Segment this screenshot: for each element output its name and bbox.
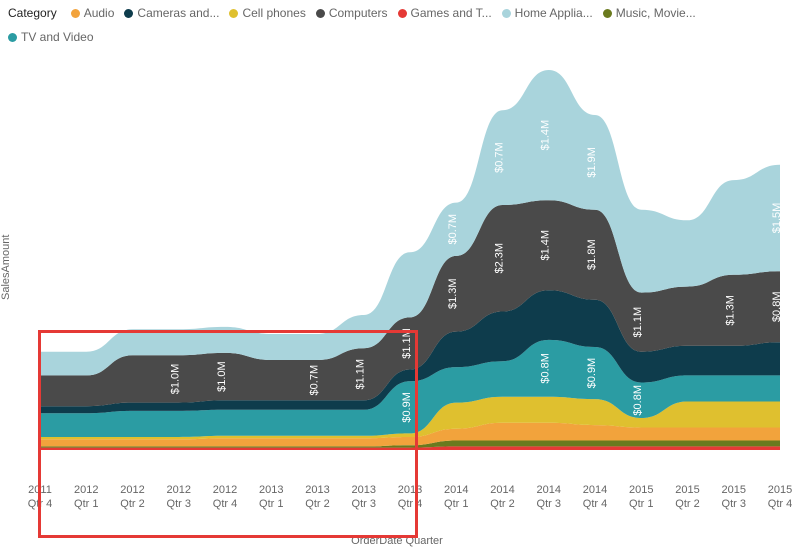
legend-label: Music, Movie... [616, 6, 696, 20]
value-label: $0.9M [401, 392, 413, 423]
legend-label: Games and T... [411, 6, 492, 20]
value-label: $2.3M [494, 243, 506, 274]
legend-swatch [124, 9, 133, 18]
value-label: $1.0M [216, 361, 228, 392]
legend-item-home[interactable]: Home Applia... [502, 6, 593, 20]
legend-swatch [502, 9, 511, 18]
stream-svg: $1.0M $1.0M $0.7M $1.1M $1.1M $1.3M $2.3M $1.4M… [40, 50, 780, 480]
x-axis-label: OrderDate Quarter [0, 535, 794, 547]
legend-swatch [8, 33, 17, 42]
legend-swatch [603, 9, 612, 18]
legend-label: Computers [329, 6, 388, 20]
value-label: $1.4M [540, 230, 552, 261]
legend-label: Audio [84, 6, 115, 20]
legend-item-games[interactable]: Games and T... [398, 6, 492, 20]
legend-swatch [316, 9, 325, 18]
plot-area: $1.0M $1.0M $0.7M $1.1M $1.1M $1.3M $2.3M $1.4M… [40, 50, 780, 480]
legend-item-computers[interactable]: Computers [316, 6, 388, 20]
x-axis-ticks: 2011Qtr 42012Qtr 12012Qtr 22012Qtr 32012… [40, 484, 780, 524]
x-tick: 2014Qtr 1 [434, 484, 478, 512]
y-axis-label: SalesAmount [0, 235, 12, 300]
x-tick: 2013Qtr 3 [342, 484, 386, 512]
value-label: $0.8M [540, 353, 552, 384]
x-tick: 2011Qtr 4 [18, 484, 62, 512]
legend-swatch [398, 9, 407, 18]
x-tick: 2013Qtr 4 [388, 484, 432, 512]
value-label: $0.8M [632, 385, 644, 416]
value-label: $1.0M [170, 364, 182, 395]
x-tick: 2015Qtr 3 [712, 484, 756, 512]
x-tick: 2015Qtr 1 [619, 484, 663, 512]
value-label: $1.5M [771, 203, 780, 234]
legend-label: Cell phones [242, 6, 305, 20]
value-label: $0.9M [586, 358, 598, 389]
legend-swatch [229, 9, 238, 18]
value-label: $1.1M [401, 328, 413, 359]
x-tick: 2013Qtr 2 [296, 484, 340, 512]
x-tick: 2015Qtr 2 [666, 484, 710, 512]
value-label: $0.8M [771, 291, 780, 322]
legend-item-music[interactable]: Music, Movie... [603, 6, 696, 20]
x-tick: 2012Qtr 2 [111, 484, 155, 512]
value-label: $0.7M [494, 142, 506, 173]
legend-item-cell[interactable]: Cell phones [229, 6, 305, 20]
legend-item-tv[interactable]: TV and Video [8, 30, 94, 44]
x-tick: 2012Qtr 3 [157, 484, 201, 512]
legend-label: Cameras and... [137, 6, 219, 20]
x-tick: 2014Qtr 4 [573, 484, 617, 512]
x-tick: 2014Qtr 2 [481, 484, 525, 512]
value-label: $1.3M [725, 295, 737, 326]
x-tick: 2012Qtr 4 [203, 484, 247, 512]
legend-swatch [71, 9, 80, 18]
legend: Category Audio Cameras and... Cell phones C… [8, 6, 786, 44]
x-tick: 2015Qtr 4 [758, 484, 794, 512]
legend-item-cameras[interactable]: Cameras and... [124, 6, 219, 20]
value-label: $1.8M [586, 239, 598, 270]
value-label: $1.3M [447, 278, 459, 309]
value-label: $1.4M [540, 120, 552, 151]
legend-title: Category [8, 6, 57, 20]
legend-label: Home Applia... [515, 6, 593, 20]
legend-label: TV and Video [21, 30, 94, 44]
value-label: $1.1M [355, 359, 367, 390]
x-tick: 2012Qtr 1 [64, 484, 108, 512]
value-label: $0.7M [447, 214, 459, 245]
value-label: $1.9M [586, 147, 598, 178]
legend-item-audio[interactable]: Audio [71, 6, 115, 20]
x-tick: 2013Qtr 1 [249, 484, 293, 512]
x-tick: 2014Qtr 3 [527, 484, 571, 512]
value-label: $0.7M [309, 365, 321, 396]
value-label: $1.1M [632, 307, 644, 338]
